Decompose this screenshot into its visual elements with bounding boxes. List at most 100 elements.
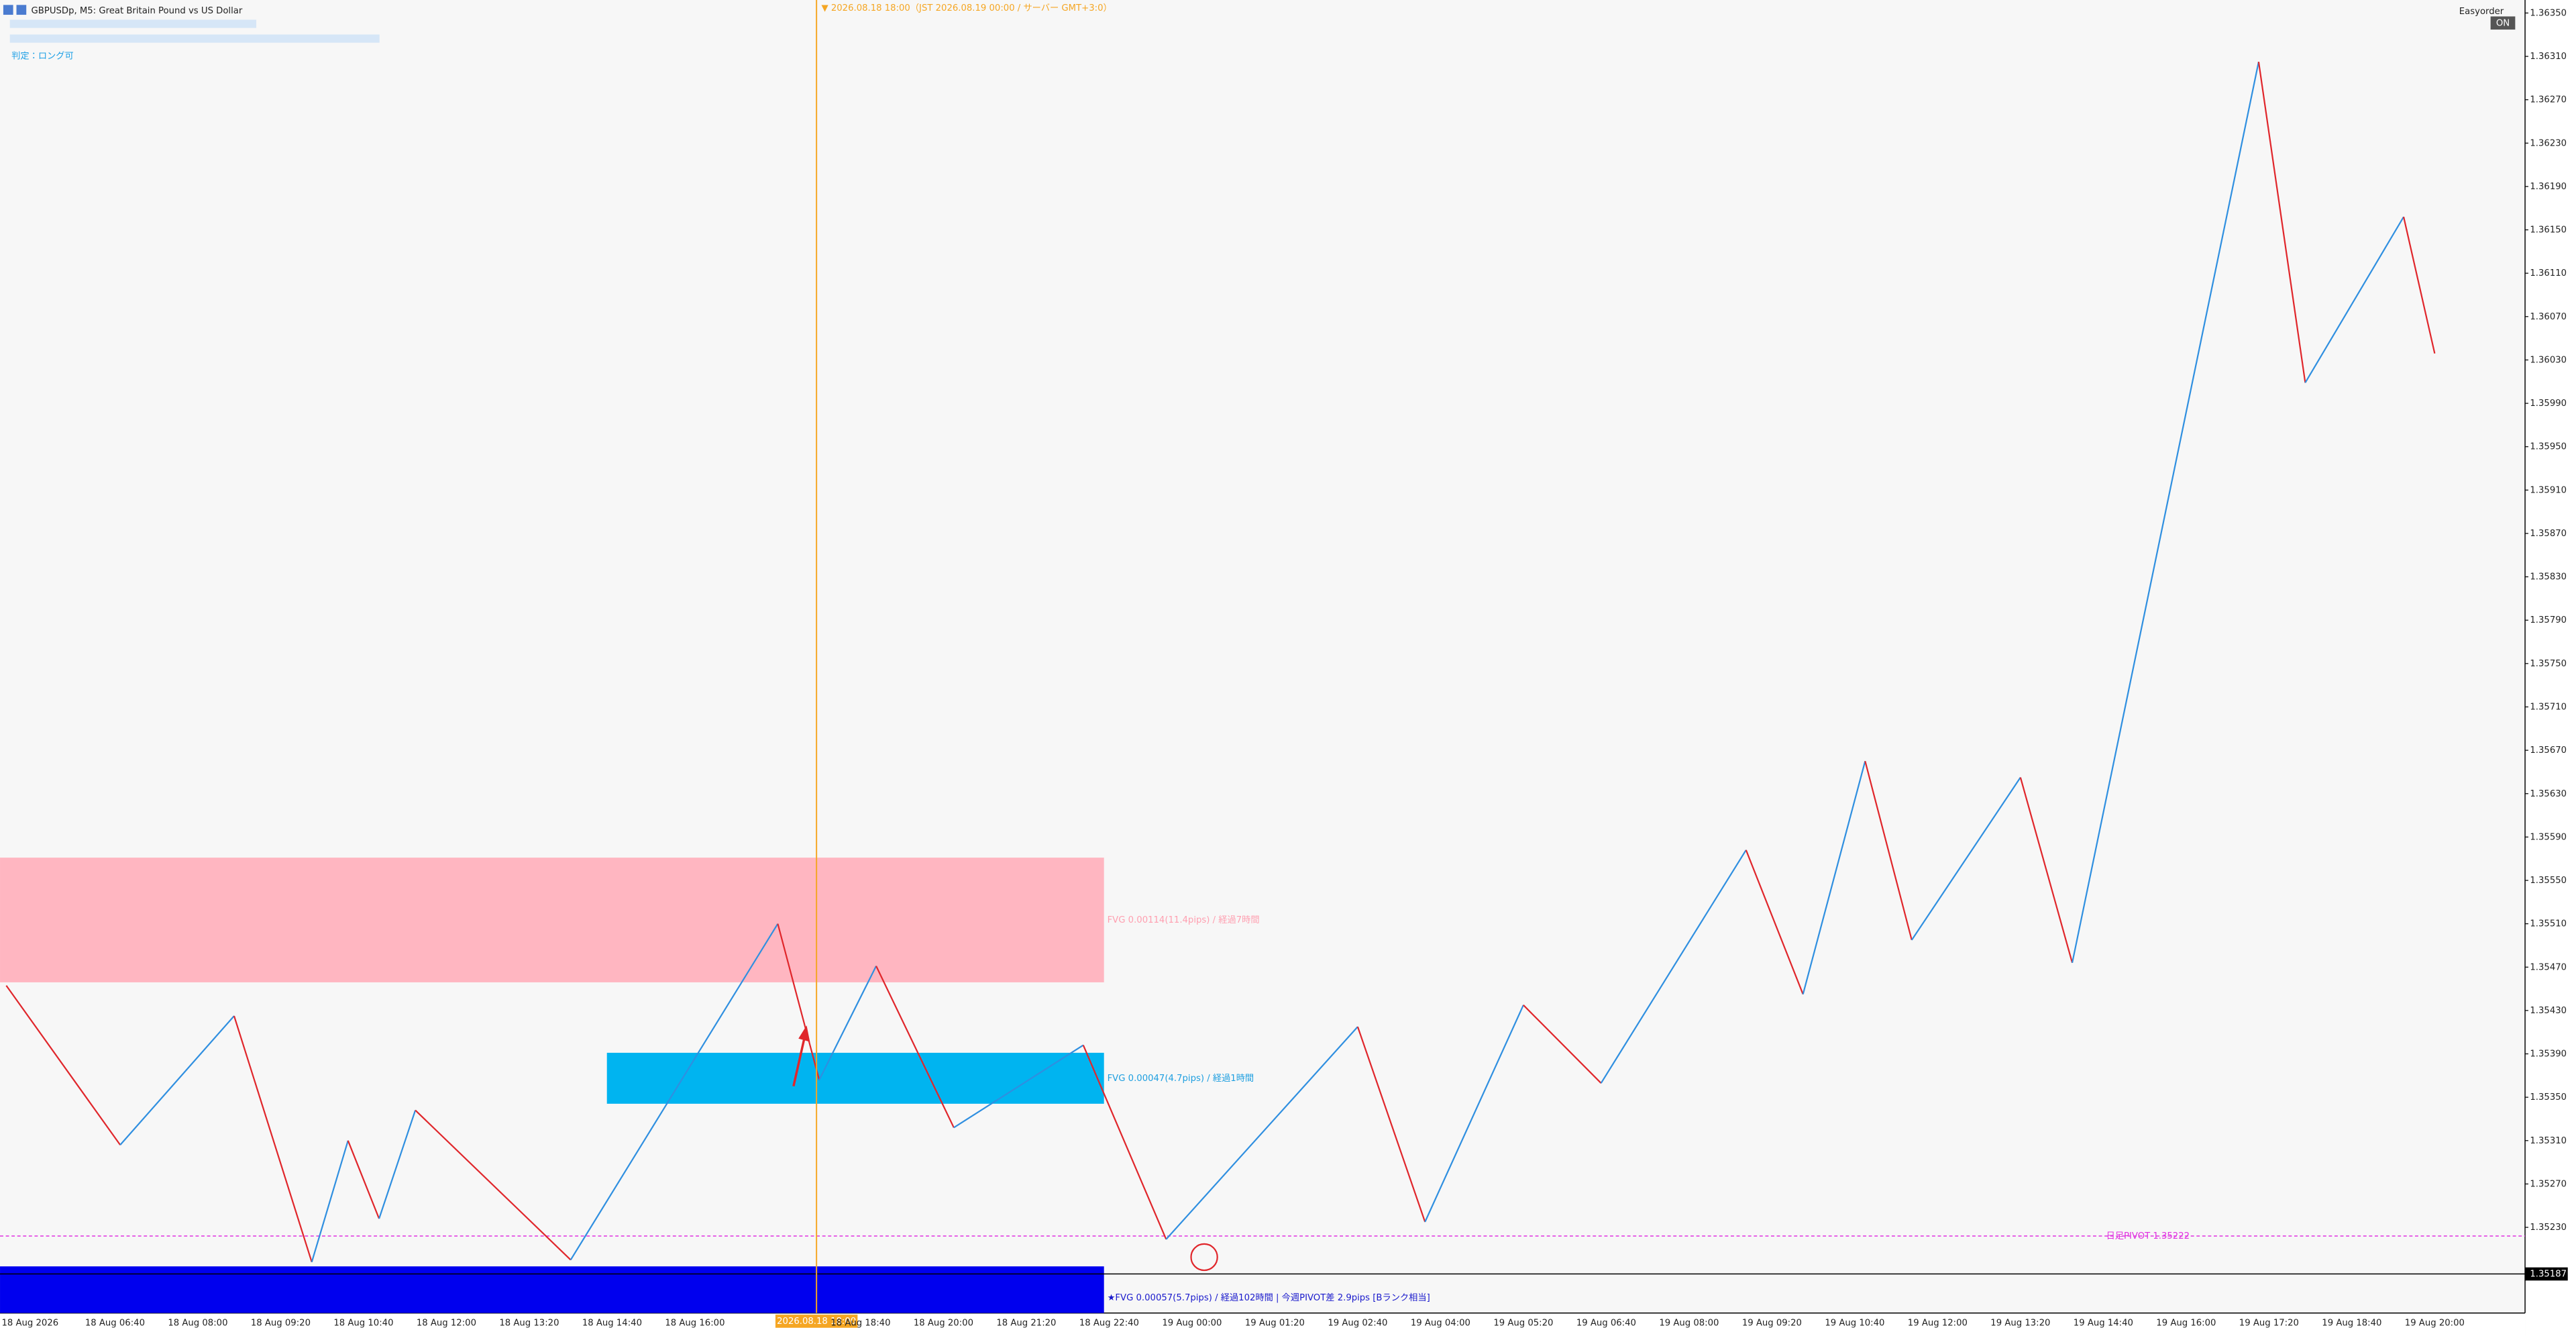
zigzag-up — [1911, 776, 2021, 941]
x-tick-label: 19 Aug 18:40 — [2322, 1318, 2381, 1328]
y-tick-label: 1.35710 — [2530, 702, 2567, 712]
x-tick-label: 18 Aug 13:20 — [499, 1318, 559, 1328]
zigzag-up — [953, 1044, 1084, 1129]
y-tick-label: 1.35470 — [2530, 962, 2567, 972]
time-axis — [0, 1313, 2526, 1336]
y-tick-label: 1.36230 — [2530, 138, 2567, 148]
x-tick-label: 18 Aug 2026 — [1, 1318, 58, 1328]
arrow-head — [798, 1025, 810, 1042]
icon — [3, 5, 13, 15]
zigzag-down — [233, 1015, 313, 1263]
y-tick-label: 1.35350 — [2530, 1092, 2567, 1102]
zigzag-up — [1802, 760, 1866, 994]
x-tick-label: 19 Aug 05:20 — [1493, 1318, 1553, 1328]
zigzag-down — [1745, 850, 1804, 995]
plot: FVG 0.00114(11.4pips) / 経過7時間 FVG 0.00047… — [0, 61, 2526, 1313]
zigzag-down — [2402, 216, 2436, 354]
y-tick-label: 1.35510 — [2530, 919, 2567, 929]
zigzag-up — [378, 1110, 417, 1219]
y-tick-label: 1.36190 — [2530, 182, 2567, 192]
x-tick-label: 18 Aug 22:40 — [1079, 1318, 1139, 1328]
current-price-label: 1.35187 — [2530, 1270, 2567, 1280]
x-tick-label: 18 Aug 16:00 — [665, 1318, 724, 1328]
y-tick-label: 1.35590 — [2530, 832, 2567, 842]
x-tick-label: 18 Aug 20:00 — [914, 1318, 973, 1328]
x-tick-label: 19 Aug 16:00 — [2156, 1318, 2216, 1328]
y-tick-label: 1.35230 — [2530, 1223, 2567, 1233]
fvg-zone — [0, 858, 1104, 982]
fvg-zone — [0, 1266, 1104, 1313]
x-tick-label: 18 Aug 12:00 — [417, 1318, 476, 1328]
y-tick-label: 1.35270 — [2530, 1179, 2567, 1189]
on-label[interactable]: ON — [2496, 18, 2510, 28]
marker-circle — [1190, 1243, 1218, 1272]
x-tick-label: 19 Aug 13:20 — [1990, 1318, 2050, 1328]
x-tick-label: 19 Aug 08:00 — [1659, 1318, 1719, 1328]
zigzag-down — [777, 923, 820, 1080]
verdict: 判定：ロング可 — [11, 50, 74, 61]
zigzag-up — [2304, 216, 2405, 383]
zigzag-up — [2071, 61, 2260, 964]
arrow — [792, 1035, 806, 1087]
blurred-info — [9, 19, 257, 28]
plot-background — [0, 0, 2525, 1313]
zigzag-up — [311, 1140, 349, 1263]
y-tick-label: 1.35750 — [2530, 659, 2567, 669]
zigzag-down — [2019, 777, 2074, 964]
fvg-label: FVG 0.00114(11.4pips) / 経過7時間 — [1108, 915, 1260, 925]
symbol-title: GBPUSDp, M5: Great Britain Pound vs US D… — [32, 6, 243, 16]
y-tick-label: 1.35390 — [2530, 1049, 2567, 1060]
y-tick-label: 1.36030 — [2530, 355, 2567, 365]
blurred-info — [9, 34, 380, 43]
y-tick-label: 1.36310 — [2530, 52, 2567, 62]
x-tick-label: 19 Aug 14:40 — [2074, 1318, 2133, 1328]
x-tick-label: 18 Aug 14:40 — [582, 1318, 642, 1328]
x-tick-label: 19 Aug 04:00 — [1411, 1318, 1470, 1328]
zigzag-down — [415, 1109, 572, 1261]
y-tick-label: 1.36110 — [2530, 268, 2567, 278]
y-tick-label: 1.35310 — [2530, 1136, 2567, 1146]
x-tick-label: 18 Aug 18:40 — [830, 1318, 890, 1328]
zigzag-up — [119, 1015, 235, 1145]
zigzag-down — [1356, 1026, 1426, 1223]
zigzag-down — [1082, 1045, 1167, 1240]
on-badge[interactable] — [2490, 16, 2516, 30]
zigzag-down — [875, 966, 955, 1128]
y-tick-label: 1.35670 — [2530, 746, 2567, 756]
zigzag-up — [570, 923, 779, 1261]
zigzag-up — [1600, 850, 1747, 1084]
y-tick-label: 1.35630 — [2530, 789, 2567, 799]
y-tick-label: 1.35950 — [2530, 442, 2567, 452]
zigzag-up — [1424, 1005, 1524, 1223]
zigzag-down — [1864, 761, 1913, 941]
y-tick-label: 1.36270 — [2530, 95, 2567, 105]
cursor-label: ▼ 2026.08.18 18:00（JST 2026.08.19 00:00 … — [821, 3, 1112, 13]
x-tick-label: 19 Aug 12:00 — [1908, 1318, 1968, 1328]
y-tick-label: 1.35790 — [2530, 615, 2567, 625]
x-tick-label: 18 Aug 06:40 — [85, 1318, 145, 1328]
x-tick-label: 18 Aug 10:40 — [333, 1318, 393, 1328]
x-tick-label: 19 Aug 06:40 — [1576, 1318, 1636, 1328]
x-tick-label: 19 Aug 20:00 — [2405, 1318, 2465, 1328]
fvg-zone — [606, 1052, 1104, 1104]
y-tick-label: 1.35430 — [2530, 1006, 2567, 1016]
y-tick-label: 1.35990 — [2530, 399, 2567, 409]
cursor-time: 2026.08.18 18:00 — [777, 1317, 856, 1327]
x-tick-label: 18 Aug 09:20 — [251, 1318, 311, 1328]
y-tick-label: 1.35550 — [2530, 876, 2567, 886]
fvg-label: FVG 0.00047(4.7pips) / 経過1時間 — [1108, 1073, 1254, 1084]
y-tick-label: 1.35910 — [2530, 485, 2567, 495]
zigzag-up — [818, 966, 877, 1080]
x-tick-label: 19 Aug 02:40 — [1328, 1318, 1387, 1328]
pivot-label: 日足PIVOT 1.35222 — [2106, 1231, 2190, 1241]
x-tick-label: 19 Aug 01:20 — [1245, 1318, 1305, 1328]
y-tick-label: 1.36070 — [2530, 312, 2567, 322]
x-tick-label: 18 Aug 08:00 — [168, 1318, 227, 1328]
x-tick-label: 18 Aug 21:20 — [996, 1318, 1056, 1328]
y-tick-label: 1.36350 — [2530, 8, 2567, 18]
y-tick-label: 1.35870 — [2530, 529, 2567, 539]
easyorder[interactable]: Easyorder — [2459, 7, 2504, 17]
